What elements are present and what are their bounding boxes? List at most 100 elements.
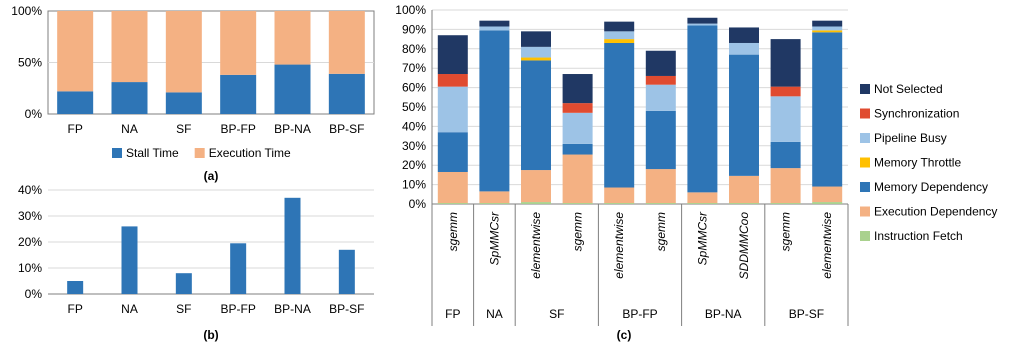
bar-segment — [770, 203, 801, 204]
legend-label: Pipeline Busy — [874, 131, 947, 145]
x-tick-label: SpMMCsr — [487, 211, 501, 265]
bar — [67, 281, 84, 294]
bar-segment — [437, 203, 468, 204]
y-tick-label: 40% — [18, 183, 42, 197]
bar — [175, 273, 192, 294]
group-label: NA — [486, 307, 503, 321]
x-tick-label: BP-SF — [329, 302, 364, 316]
bar-segment — [604, 42, 635, 188]
bar-segment — [521, 60, 551, 171]
bar — [338, 249, 355, 294]
bar-segment — [645, 203, 676, 204]
bar-segment — [479, 191, 510, 204]
x-tick-label: NA — [121, 302, 138, 316]
bar-segment — [437, 171, 468, 204]
legend-label: Memory Throttle — [874, 156, 961, 170]
bar-segment — [687, 203, 718, 204]
y-tick-label: 20% — [402, 158, 426, 172]
bar-segment — [479, 26, 510, 31]
x-tick-label: BP-NA — [274, 122, 311, 136]
y-tick-label: 70% — [402, 61, 426, 75]
bar-segment — [812, 32, 843, 187]
x-tick-label: BP-FP — [220, 122, 255, 136]
bar-segment — [57, 91, 94, 114]
bar-segment — [812, 30, 843, 33]
x-tick-label: SF — [176, 302, 191, 316]
bar-segment — [687, 23, 718, 26]
legend-swatch — [860, 84, 870, 94]
bar-segment — [562, 143, 593, 155]
bar-segment — [770, 141, 801, 169]
bar-segment — [220, 11, 257, 75]
legend-label: Execution Dependency — [874, 205, 997, 219]
y-tick-label: 0% — [25, 287, 43, 301]
legend-label: Not Selected — [874, 82, 943, 96]
y-tick-label: 30% — [402, 139, 426, 153]
y-tick-label: 100% — [395, 3, 426, 17]
x-tick-label: sgemm — [779, 212, 793, 251]
group-label: BP-FP — [622, 307, 657, 321]
bar-segment — [562, 112, 593, 144]
bar-segment — [729, 27, 759, 43]
legend-swatch — [860, 157, 870, 168]
x-tick-label: NA — [121, 122, 138, 136]
legend-swatch — [194, 148, 205, 158]
y-tick-label: 40% — [402, 119, 426, 133]
x-tick-label: SpMMCsr — [695, 211, 709, 265]
y-tick-label: 20% — [18, 235, 42, 249]
bar-segment — [645, 50, 676, 76]
bar-segment — [604, 39, 635, 43]
bar-segment — [562, 103, 593, 113]
bar-segment — [437, 74, 468, 87]
bar-segment — [57, 11, 94, 92]
bar-segment — [604, 187, 635, 204]
bar-segment — [274, 64, 311, 114]
y-tick-label: 10% — [18, 261, 42, 275]
y-tick-label: 50% — [402, 100, 426, 114]
legend-swatch — [860, 108, 870, 119]
bar-segment — [770, 168, 801, 204]
bar-segment — [479, 203, 510, 204]
bar-segment — [328, 11, 365, 74]
y-tick-label: 50% — [18, 56, 42, 70]
bar-segment — [812, 20, 843, 27]
y-tick-label: 60% — [402, 81, 426, 95]
bar-segment — [604, 21, 635, 32]
bar-segment — [729, 54, 759, 176]
bar-segment — [604, 203, 635, 204]
y-tick-label: 0% — [25, 107, 43, 121]
bar-segment — [812, 186, 843, 203]
bar-segment — [729, 42, 759, 55]
group-label: BP-SF — [789, 307, 824, 321]
legend-label: Instruction Fetch — [874, 229, 963, 243]
y-tick-label: 0% — [409, 197, 427, 211]
y-tick-label: 10% — [402, 178, 426, 192]
bar-segment — [521, 202, 551, 204]
bar-segment — [562, 203, 593, 204]
bar-segment — [770, 39, 801, 87]
bar-segment — [687, 25, 718, 193]
caption-a: (a) — [204, 169, 219, 183]
bar-segment — [687, 17, 718, 24]
bar — [121, 226, 138, 294]
bar-segment — [812, 26, 843, 31]
bar-segment — [604, 31, 635, 40]
bar-segment — [479, 20, 510, 27]
bar — [230, 243, 247, 294]
bar-segment — [521, 57, 551, 61]
x-tick-label: SF — [176, 122, 191, 136]
bar-segment — [645, 75, 676, 85]
x-tick-label: sgemm — [446, 212, 460, 251]
bar-segment — [165, 92, 202, 114]
x-tick-label: sgemm — [571, 212, 585, 251]
legend-label: Synchronization — [874, 107, 959, 121]
bar-segment — [437, 86, 468, 133]
bar-segment — [274, 11, 311, 65]
bar-segment — [687, 192, 718, 204]
bar-segment — [645, 169, 676, 204]
bar-segment — [812, 202, 843, 204]
x-tick-label: sgemm — [654, 212, 668, 251]
x-tick-label: FP — [67, 122, 82, 136]
group-label: BP-NA — [705, 307, 742, 321]
